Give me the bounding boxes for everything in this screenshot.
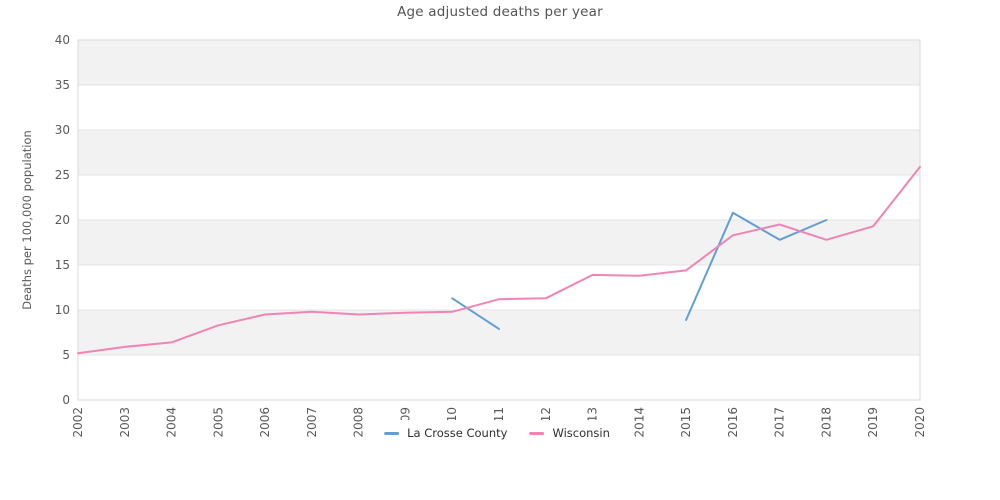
x-tick-label-2017: 2017: [773, 407, 787, 438]
legend: La Crosse County Wisconsin: [372, 420, 622, 446]
y-tick-label: 0: [62, 393, 70, 407]
chart-title: Age adjusted deaths per year: [397, 4, 603, 20]
x-tick-label-2016: 2016: [726, 407, 740, 438]
y-tick-label: 5: [62, 348, 70, 362]
plot-band: [78, 130, 920, 175]
x-tick-label-2008: 2008: [352, 407, 366, 438]
series-line-la-crosse-county: [685, 211, 828, 321]
x-tick-label-2006: 2006: [258, 407, 272, 438]
series-line-wisconsin: [77, 165, 921, 355]
x-tick-label-2004: 2004: [165, 407, 179, 438]
y-tick-label: 25: [55, 168, 70, 182]
y-tick-label: 40: [55, 33, 70, 47]
plot-border: [77, 39, 921, 401]
y-tick-label: 20: [55, 213, 70, 227]
x-tick-label-2003: 2003: [118, 407, 132, 438]
y-tick-label: 15: [55, 258, 70, 272]
x-tick-label-2005: 2005: [211, 407, 225, 438]
series-line-la-crosse-county: [451, 297, 500, 330]
plot-band: [78, 310, 920, 355]
legend-swatch-la-crosse-county: [384, 431, 400, 435]
legend-label-wisconsin: Wisconsin: [552, 426, 610, 440]
x-tick-label-2014: 2014: [632, 407, 646, 438]
y-tick-label: 30: [55, 123, 70, 137]
x-tick-label-2018: 2018: [819, 407, 833, 438]
x-tick-label-2015: 2015: [679, 407, 693, 438]
legend-swatch-wisconsin: [529, 431, 545, 435]
x-tick-label-2019: 2019: [866, 407, 880, 438]
y-tick-label: 35: [55, 78, 70, 92]
legend-label-la-crosse-county: La Crosse County: [407, 426, 508, 440]
legend-item-la-crosse-county[interactable]: La Crosse County: [384, 426, 507, 440]
legend-item-wisconsin[interactable]: Wisconsin: [529, 426, 610, 440]
y-tick-label: 10: [55, 303, 70, 317]
x-tick-label-2002: 2002: [71, 407, 85, 438]
plot-band: [78, 40, 920, 85]
x-tick-label-2007: 2007: [305, 407, 319, 438]
x-tick-label-2020: 2020: [913, 407, 927, 438]
plot-band: [78, 220, 920, 265]
